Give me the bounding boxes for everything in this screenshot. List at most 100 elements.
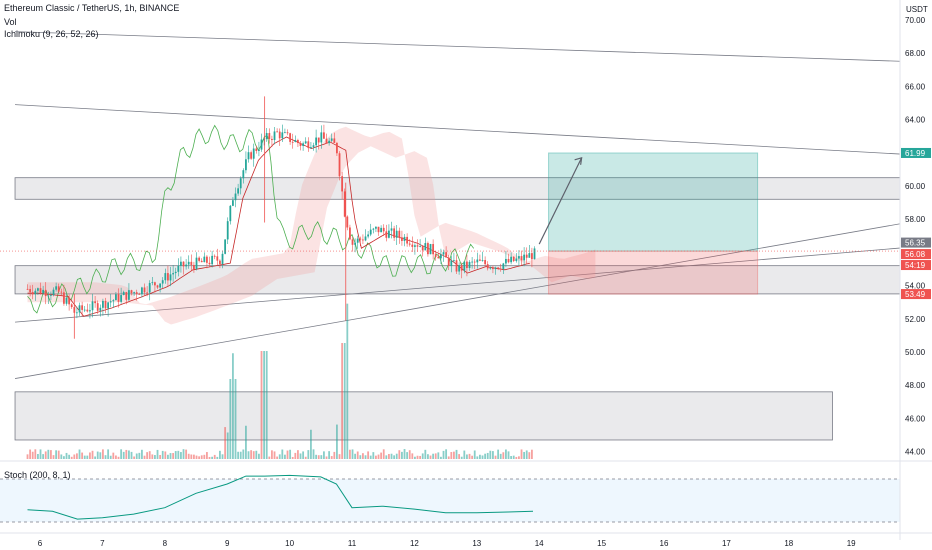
candle-body bbox=[237, 188, 240, 194]
volume-bar bbox=[96, 451, 99, 459]
volume-bar bbox=[57, 450, 60, 459]
candle-body bbox=[102, 300, 104, 308]
volume-bar bbox=[117, 456, 120, 459]
volume-bar bbox=[460, 456, 463, 459]
long-position-layer[interactable] bbox=[0, 152, 900, 295]
volume-bar bbox=[37, 453, 39, 459]
candle-body bbox=[460, 265, 463, 271]
candle-body bbox=[247, 152, 250, 160]
candle-body bbox=[208, 262, 211, 265]
candle-body bbox=[494, 267, 497, 270]
candle-body bbox=[481, 260, 484, 261]
candle-body bbox=[330, 138, 333, 141]
time-tick-label: 16 bbox=[660, 539, 669, 548]
volume-bar bbox=[330, 456, 333, 459]
volume-bar bbox=[263, 351, 266, 459]
candle-body bbox=[466, 261, 468, 269]
legend-stoch[interactable]: Stoch (200, 8, 1) bbox=[4, 470, 71, 480]
candle-body bbox=[323, 132, 325, 139]
volume-bar bbox=[463, 450, 466, 459]
candle-body bbox=[286, 132, 289, 134]
candle-body bbox=[453, 260, 455, 262]
candle-body bbox=[463, 261, 466, 271]
volume-bar bbox=[380, 452, 383, 459]
volume-bar bbox=[531, 449, 533, 459]
candle-body bbox=[471, 261, 474, 263]
volume-bar bbox=[325, 456, 328, 459]
candle-body bbox=[333, 138, 336, 143]
candle-body bbox=[414, 245, 416, 247]
volume-bar bbox=[523, 451, 526, 459]
time-tick-label: 8 bbox=[163, 539, 168, 548]
candle-body bbox=[138, 294, 141, 295]
candle-body bbox=[343, 191, 346, 217]
volume-bar bbox=[247, 451, 250, 459]
candle-body bbox=[250, 152, 253, 159]
candle-body bbox=[42, 289, 45, 294]
candle-body bbox=[26, 288, 29, 290]
legend-symbol[interactable]: Ethereum Classic / TetherUS, 1h, BINANCE bbox=[4, 3, 180, 13]
volume-bar bbox=[395, 453, 398, 459]
candle-body bbox=[362, 239, 364, 241]
volume-bar bbox=[424, 449, 427, 459]
candle-body bbox=[442, 252, 445, 255]
time-tick-label: 13 bbox=[472, 539, 481, 548]
volume-bar bbox=[198, 456, 201, 459]
candle-body bbox=[133, 292, 136, 294]
volume-bar bbox=[512, 455, 515, 459]
volume-bar bbox=[390, 453, 393, 459]
candle-body bbox=[497, 267, 500, 269]
legend-volume[interactable]: Vol bbox=[4, 17, 17, 27]
volume-bar bbox=[362, 453, 364, 459]
volume-bar bbox=[408, 450, 411, 459]
volume-bar bbox=[81, 452, 84, 459]
candle-body bbox=[291, 141, 294, 143]
candle-body bbox=[44, 289, 47, 297]
volume-bar bbox=[356, 451, 359, 459]
candle-body bbox=[99, 307, 102, 311]
candle-body bbox=[229, 205, 232, 222]
candle-body bbox=[91, 301, 94, 311]
candle-body bbox=[533, 248, 536, 260]
candle-body bbox=[325, 138, 328, 144]
candle-body bbox=[380, 227, 383, 233]
candle-body bbox=[242, 170, 245, 179]
candle-body bbox=[468, 261, 471, 269]
projection-arrow bbox=[538, 157, 583, 245]
candle-body bbox=[515, 258, 518, 262]
volume-bar bbox=[133, 456, 136, 459]
volume-bar bbox=[65, 452, 68, 459]
volume-bar bbox=[128, 450, 130, 459]
volume-bar bbox=[102, 449, 104, 459]
candle-body bbox=[510, 256, 513, 263]
candle-body bbox=[203, 256, 206, 263]
volume-bar bbox=[34, 449, 37, 459]
price-tick-label: 46.00 bbox=[905, 414, 926, 423]
volume-bar bbox=[239, 451, 242, 459]
candle-body bbox=[473, 261, 476, 263]
volume-bar bbox=[271, 450, 273, 459]
volume-bar bbox=[83, 455, 86, 459]
candle-body bbox=[395, 230, 398, 238]
candle-body bbox=[255, 148, 258, 151]
volume-bar bbox=[320, 455, 323, 459]
volume-bar bbox=[432, 453, 435, 459]
volume-bar bbox=[525, 450, 528, 459]
candle-body bbox=[377, 226, 380, 233]
volume-bar bbox=[63, 456, 65, 459]
price-tag-label: 56.35 bbox=[905, 239, 926, 248]
volume-bar bbox=[515, 456, 518, 459]
legend-ichimoku[interactable]: Ichimoku (9, 26, 52, 26) bbox=[4, 29, 99, 39]
price-tag: 56.08 bbox=[901, 249, 931, 260]
volume-bar bbox=[403, 449, 406, 459]
candle-body bbox=[502, 263, 505, 270]
price-tag-label: 54:19 bbox=[905, 261, 926, 270]
candle-body bbox=[338, 153, 341, 177]
price-tag: 54:19 bbox=[901, 260, 931, 271]
volume-bar bbox=[31, 451, 34, 459]
price-tick-label: 48.00 bbox=[905, 381, 926, 390]
volume-bar bbox=[159, 455, 162, 459]
candle-body bbox=[232, 200, 234, 206]
volume-bar bbox=[458, 454, 461, 459]
